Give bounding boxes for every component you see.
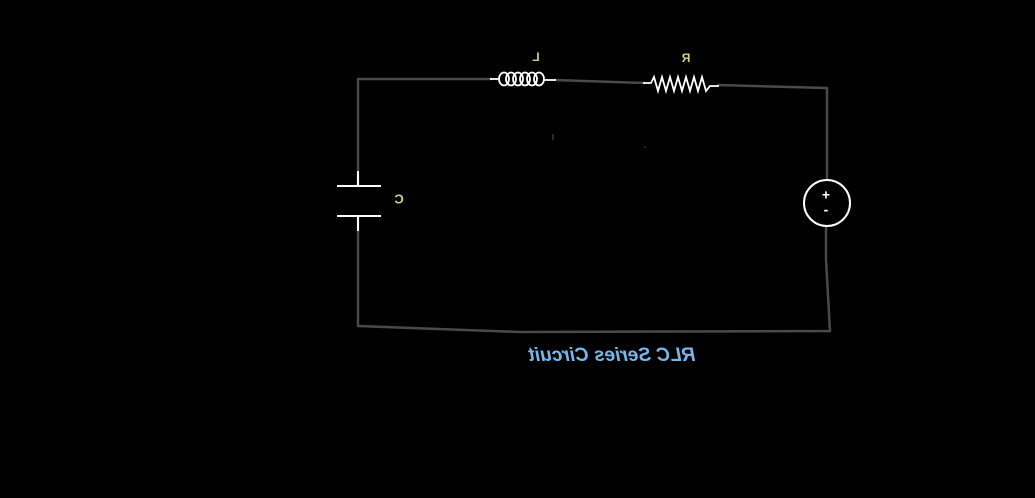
- caption-group: RLC Series Circuit: [528, 345, 695, 366]
- capacitor-label: C: [394, 191, 404, 206]
- wire-top-middle: [554, 78, 646, 85]
- circuit-wires: [356, 77, 832, 334]
- capacitor-symbol: [337, 171, 381, 231]
- wire-top-left: [356, 77, 492, 185]
- inductor-loop: [498, 71, 510, 87]
- resistor-symbol: [643, 73, 719, 95]
- inductor-symbol: [490, 71, 556, 87]
- capacitor-label-group: C: [394, 191, 404, 206]
- voltage-source-symbol: + -: [803, 179, 851, 227]
- inductor-loop: [526, 71, 538, 87]
- inductor-loop: [533, 71, 545, 87]
- diagram-caption: RLC Series Circuit: [528, 345, 695, 366]
- inductor-loop: [519, 71, 531, 87]
- artifact-mark: [552, 134, 554, 140]
- inductor-loop: [505, 71, 517, 87]
- wire-top-right: [716, 83, 829, 181]
- inductor-loop: [512, 71, 524, 87]
- artifact-mark: [644, 146, 646, 148]
- inductor-label-group: L: [532, 50, 539, 64]
- voltage-source-plus: +: [822, 187, 830, 203]
- voltage-source-minus: -: [824, 202, 829, 218]
- wire-right-bottom: [356, 216, 832, 334]
- resistor-zigzag: [643, 73, 719, 95]
- resistor-label: R: [681, 51, 690, 65]
- inductor-label: L: [532, 50, 539, 64]
- voltage-source-circle: [803, 179, 851, 227]
- resistor-label-group: R: [681, 51, 690, 65]
